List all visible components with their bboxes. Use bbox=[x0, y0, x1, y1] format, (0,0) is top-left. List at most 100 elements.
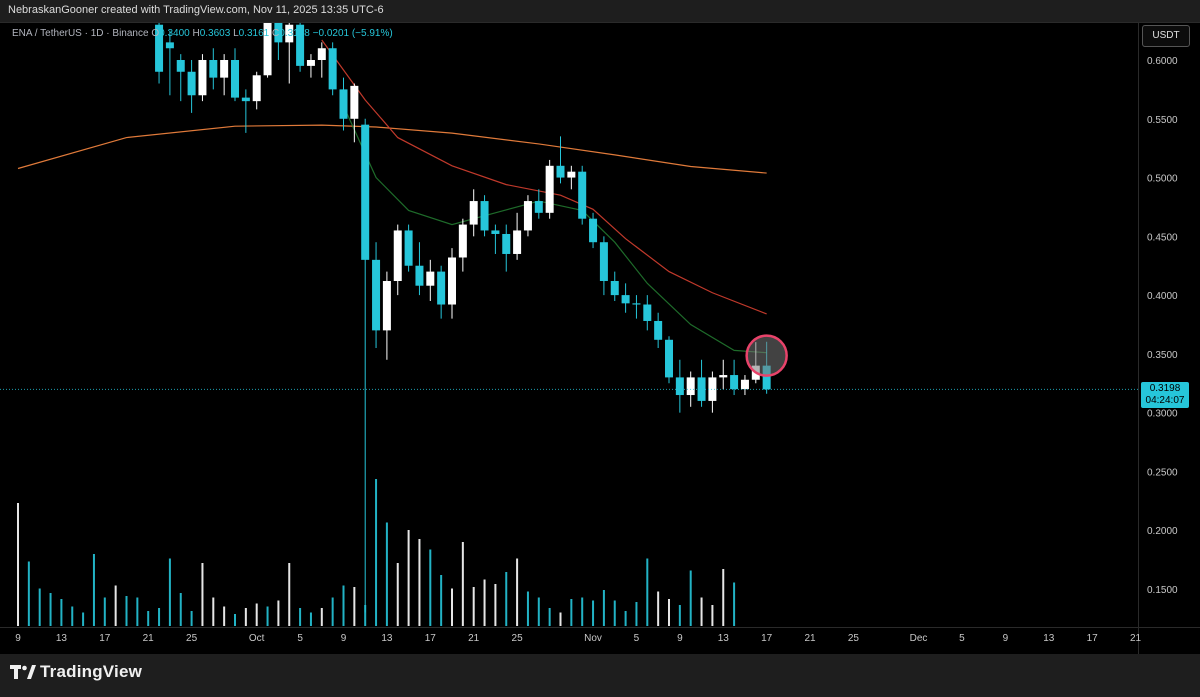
volume-bar bbox=[17, 503, 19, 626]
volume-bar bbox=[212, 597, 215, 626]
volume-bar bbox=[201, 563, 204, 626]
time-tick-label: 17 bbox=[1087, 633, 1099, 644]
symbol-label: ENA / TetherUS · 1D · Binance bbox=[12, 28, 149, 39]
volume-bar bbox=[353, 587, 356, 626]
volume-bar bbox=[71, 606, 74, 626]
candle bbox=[241, 89, 250, 133]
candle-body bbox=[730, 375, 739, 390]
time-tick-label: 21 bbox=[143, 633, 155, 644]
candle bbox=[610, 271, 619, 301]
price-tick-label: 0.4000 bbox=[1147, 291, 1178, 302]
candle bbox=[730, 359, 739, 396]
volume-bar bbox=[234, 614, 236, 626]
candle bbox=[220, 54, 229, 96]
volume-bar bbox=[537, 597, 540, 626]
volume-bar bbox=[190, 611, 193, 626]
candle-body bbox=[643, 304, 652, 321]
candle-body bbox=[285, 24, 294, 43]
tradingview-brand: TradingView bbox=[40, 662, 143, 681]
candle-body bbox=[328, 48, 337, 90]
candle-body bbox=[252, 75, 261, 102]
moving-average-long bbox=[17, 124, 767, 174]
volume-bar bbox=[505, 572, 508, 626]
candle-body bbox=[762, 365, 771, 390]
candle bbox=[545, 159, 554, 219]
volume-bar bbox=[277, 600, 280, 626]
candle-body bbox=[545, 165, 554, 213]
candle bbox=[719, 359, 728, 390]
candle-body bbox=[697, 377, 706, 401]
candle-body bbox=[610, 281, 619, 296]
currency-button[interactable]: USDT bbox=[1142, 25, 1190, 47]
candle bbox=[599, 236, 608, 296]
close-value: 0.3198 bbox=[279, 28, 310, 39]
footer-bar bbox=[0, 654, 1200, 697]
candle-body bbox=[350, 85, 359, 119]
volume-bar bbox=[168, 558, 171, 626]
time-tick-label: 17 bbox=[761, 633, 773, 644]
time-tick-label: 9 bbox=[15, 633, 21, 644]
time-tick-label: 21 bbox=[1130, 633, 1142, 644]
candle-body bbox=[426, 271, 435, 286]
time-tick-label: 25 bbox=[186, 633, 198, 644]
candle-body bbox=[708, 377, 717, 401]
symbol-legend: ENA / TetherUS · 1D · Binance O0.3400 H0… bbox=[12, 28, 393, 39]
candle-body bbox=[382, 281, 391, 331]
time-tick-label: 17 bbox=[425, 633, 437, 644]
candle-body bbox=[632, 303, 641, 305]
candle bbox=[578, 165, 587, 225]
top-bar: NebraskanGooner created with TradingView… bbox=[0, 0, 1200, 22]
volume-bar bbox=[320, 608, 323, 626]
volume-bar bbox=[429, 549, 432, 626]
candle-body bbox=[187, 71, 196, 96]
candle bbox=[665, 336, 673, 384]
high-value: 0.3603 bbox=[199, 28, 231, 39]
volume-bar bbox=[613, 600, 616, 626]
volume-bar bbox=[689, 570, 692, 626]
volume-bar bbox=[375, 479, 378, 626]
moving-average-short bbox=[342, 105, 767, 354]
candle bbox=[448, 248, 456, 319]
volume-bar bbox=[364, 605, 367, 626]
candle-body bbox=[176, 60, 185, 72]
candle-body bbox=[654, 320, 663, 340]
candle bbox=[567, 165, 576, 190]
volume-bar bbox=[559, 612, 562, 626]
candle-body bbox=[372, 259, 381, 331]
volume-bar bbox=[526, 591, 529, 626]
volume-bar bbox=[440, 575, 443, 626]
volume-bar bbox=[461, 542, 464, 626]
volume-bar bbox=[722, 569, 725, 626]
time-tick-label: 17 bbox=[99, 633, 111, 644]
candle bbox=[404, 224, 413, 272]
volume-bar bbox=[158, 608, 161, 626]
candle-body bbox=[241, 97, 250, 102]
time-tick-label: 5 bbox=[959, 633, 965, 644]
candle bbox=[328, 42, 337, 96]
candle-body bbox=[599, 242, 608, 282]
candle bbox=[480, 195, 489, 237]
volume-bar bbox=[592, 600, 595, 626]
volume-bar bbox=[223, 606, 226, 626]
volume-bar bbox=[60, 599, 63, 626]
current-price-badge: 0.3198 04:24:07 bbox=[1141, 382, 1189, 408]
price-tick-label: 0.6000 bbox=[1147, 56, 1178, 67]
volume-bar bbox=[27, 561, 30, 626]
volume-bar bbox=[288, 563, 291, 626]
candle-body bbox=[306, 60, 315, 66]
candle-body bbox=[415, 265, 424, 286]
candle bbox=[165, 30, 174, 96]
bar-countdown: 04:24:07 bbox=[1145, 395, 1185, 406]
volume-bar bbox=[82, 612, 85, 626]
volume-bar bbox=[570, 599, 573, 626]
time-tick-label: Dec bbox=[910, 633, 928, 644]
candle-body bbox=[686, 377, 695, 396]
candle bbox=[263, 23, 272, 78]
candle bbox=[231, 48, 239, 102]
volume-bar bbox=[92, 554, 95, 626]
volume-bar bbox=[385, 522, 388, 626]
volume-bar bbox=[635, 602, 638, 626]
price-tick-label: 0.5000 bbox=[1147, 174, 1178, 185]
candle-body bbox=[513, 230, 522, 254]
